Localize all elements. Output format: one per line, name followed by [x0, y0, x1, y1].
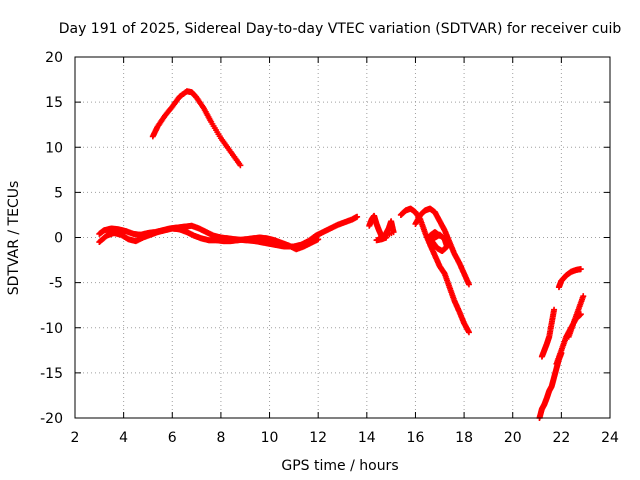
series-arc-drop-b: [412, 205, 472, 288]
data-point: [354, 213, 361, 220]
y-tick-label: -10: [40, 321, 63, 337]
data-point: [237, 162, 244, 169]
y-axis-ticks: -20 -15 -10 -5 0 5 10 15 20: [40, 50, 610, 427]
data-point: [315, 236, 322, 243]
x-tick-label: 2: [71, 430, 80, 446]
x-axis-label: GPS time / hours: [281, 458, 398, 474]
series-arc-high: [149, 88, 244, 169]
x-tick-label: 12: [309, 430, 327, 446]
data-point: [436, 232, 443, 239]
data-point: [580, 293, 587, 300]
series-arc-late-c: [555, 266, 584, 291]
data-point: [551, 306, 558, 313]
x-tick-label: 24: [601, 430, 619, 446]
x-tick-label: 20: [504, 430, 522, 446]
x-tick-label: 16: [407, 430, 425, 446]
x-axis-ticks: 2 4 6 8 10 12 14 16 18 20 22 24: [71, 57, 619, 446]
data-point: [465, 329, 472, 336]
x-tick-label: 18: [455, 430, 473, 446]
y-axis-label: SDTVAR / TECUs: [6, 181, 22, 296]
y-tick-label: 15: [45, 95, 63, 111]
data-point: [577, 266, 584, 273]
y-tick-label: 20: [45, 50, 63, 66]
x-tick-label: 4: [119, 430, 128, 446]
data-point: [465, 281, 472, 288]
data-point: [383, 234, 390, 241]
data-points: [96, 88, 587, 421]
grid-lines: [75, 57, 610, 418]
series-arc-blob-a: [366, 212, 397, 244]
series-arc-drop-a: [397, 205, 472, 336]
x-tick-label: 8: [216, 430, 225, 446]
y-tick-label: 0: [54, 231, 63, 247]
x-tick-label: 6: [168, 430, 177, 446]
y-tick-label: -15: [40, 366, 63, 382]
y-tick-label: -20: [40, 411, 63, 427]
y-tick-label: 10: [45, 140, 63, 156]
series-arc-lower: [96, 225, 322, 253]
series-arc-loop: [427, 229, 451, 255]
y-tick-label: -5: [49, 276, 63, 292]
x-tick-label: 10: [261, 430, 279, 446]
y-tick-label: 5: [54, 185, 63, 201]
series-arc-late-b: [538, 306, 558, 360]
series-arc-late-e: [565, 293, 587, 340]
x-tick-label: 14: [358, 430, 376, 446]
chart-title: Day 191 of 2025, Sidereal Day-to-day VTE…: [59, 21, 622, 37]
x-tick-label: 22: [552, 430, 570, 446]
series-arc-main: [96, 213, 361, 250]
